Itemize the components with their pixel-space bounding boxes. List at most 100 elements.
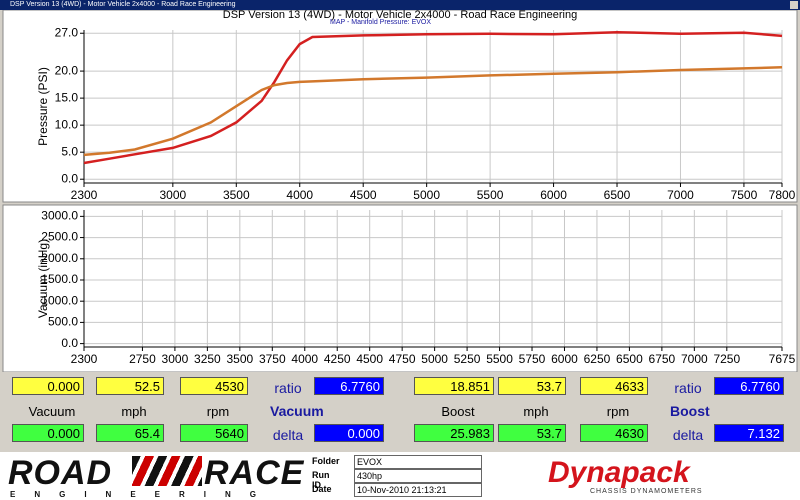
y-tick-label: 2000.0	[41, 251, 78, 265]
field-label: Run ID	[312, 470, 330, 490]
readout-label: rpm	[606, 404, 630, 419]
x-tick-label: 7000	[667, 188, 694, 202]
x-tick-label: 3500	[226, 352, 253, 366]
y-tick-label: 1000.0	[41, 293, 78, 307]
chart-title: DSP Version 13 (4WD) - Motor Vehicle 2x4…	[223, 10, 577, 21]
mode-label: Boost	[670, 403, 710, 419]
y-tick-label: 500.0	[48, 315, 78, 329]
x-tick-label: 5500	[477, 188, 504, 202]
x-tick-label: 3250	[194, 352, 221, 366]
readout-top: 4530	[180, 377, 248, 395]
chart: Vacuum (inHg) 0.0 500.0 1000.0 1500.0 2000.0 2…	[36, 209, 795, 367]
ratio-label: ratio	[674, 380, 702, 396]
y-tick-label: 27.0	[55, 25, 79, 39]
window-title: DSP Version 13 (4WD) - Motor Vehicle 2x4…	[10, 1, 236, 8]
delta-label: delta	[672, 427, 704, 443]
x-tick-label: 6500	[616, 352, 643, 366]
logo-sub: ENGINEERING	[10, 490, 276, 499]
ratio-value: 6.7760	[314, 377, 384, 395]
field-label: Date	[312, 484, 332, 494]
x-tick-label: 6250	[584, 352, 611, 366]
chart-panel	[2, 10, 798, 203]
readout-top: 4633	[580, 377, 648, 395]
x-tick-label: 2300	[71, 352, 98, 366]
field-value: 10-Nov-2010 21:13:21	[354, 483, 482, 497]
x-tick-label: 4500	[350, 188, 377, 202]
readout-label: mph	[523, 404, 549, 419]
readout-bottom: 53.7	[498, 424, 566, 442]
delta-value: 7.132	[714, 424, 784, 442]
readout-label: mph	[121, 404, 147, 419]
x-tick-label: 5000	[413, 188, 440, 202]
y-tick-label: 10.0	[55, 117, 79, 131]
y-axis-label: Vacuum (inHg)	[36, 239, 50, 318]
y-tick-label: 0.0	[61, 171, 78, 185]
field-value: 430hp	[354, 469, 482, 483]
x-tick-label: 4250	[324, 352, 351, 366]
readout-label: Vacuum	[28, 404, 76, 419]
x-tick-label: 7675	[769, 352, 796, 366]
logo-left: ROAD	[8, 454, 113, 492]
delta-value: 0.000	[314, 424, 384, 442]
footer: ROAD RACE ENGINEERING Folder EVOX Run ID 43…	[0, 452, 800, 500]
close-button[interactable]	[790, 1, 798, 9]
logo-slashes	[132, 456, 202, 486]
x-tick-label: 3000	[159, 188, 186, 202]
brand: Dynapack	[548, 456, 690, 489]
readout-top: 0.000	[12, 377, 84, 395]
x-tick-label: 6000	[551, 352, 578, 366]
charts: DSP Version 13 (4WD) - Motor Vehicle 2x4…	[2, 10, 798, 372]
x-tick-label: 6000	[540, 188, 567, 202]
logo-right: RACE	[204, 454, 305, 492]
x-tick-label: 6750	[649, 352, 676, 366]
title-bar: DSP Version 13 (4WD) - Motor Vehicle 2x4…	[0, 0, 800, 10]
readout-bottom: 65.4	[96, 424, 164, 442]
x-tick-label: 3000	[162, 352, 189, 366]
mode-label: Vacuum	[270, 403, 324, 419]
chart: DSP Version 13 (4WD) - Motor Vehicle 2x4…	[36, 10, 795, 202]
readout-bottom: 5640	[180, 424, 248, 442]
y-tick-label: 2500.0	[41, 230, 78, 244]
y-tick-label: 3000.0	[41, 209, 78, 223]
field-value: EVOX	[354, 455, 482, 469]
x-tick-label: 3750	[259, 352, 286, 366]
x-tick-label: 7800	[769, 188, 796, 202]
x-tick-label: 4500	[356, 352, 383, 366]
brand-sub: CHASSIS DYNAMOMETERS	[590, 488, 703, 495]
x-tick-label: 4750	[389, 352, 416, 366]
readout-bottom: 25.983	[414, 424, 494, 442]
field-label: Folder	[312, 456, 340, 466]
chart-subtitle: MAP - Manifold Pressure: EVOX	[330, 19, 431, 26]
y-tick-label: 15.0	[55, 90, 79, 104]
readout-top: 53.7	[498, 377, 566, 395]
y-tick-label: 1500.0	[41, 272, 78, 286]
delta-label: delta	[272, 427, 304, 443]
series-line	[83, 30, 783, 165]
readout-label: Boost	[441, 404, 475, 419]
y-tick-label: 20.0	[55, 63, 79, 77]
readout-bottom: 0.000	[12, 424, 84, 442]
x-tick-label: 4000	[286, 188, 313, 202]
chart-panel	[2, 204, 798, 372]
y-tick-label: 5.0	[61, 144, 78, 158]
readout-panel: 0.000 Vacuum 0.000 52.5 mph 65.4 4530 rpm 5640 ra…	[0, 372, 800, 450]
x-tick-label: 5000	[421, 352, 448, 366]
readout-bottom: 4630	[580, 424, 648, 442]
x-tick-label: 6500	[604, 188, 631, 202]
x-tick-label: 5500	[486, 352, 513, 366]
x-tick-label: 7250	[713, 352, 740, 366]
x-tick-label: 2750	[129, 352, 156, 366]
series-line	[83, 66, 783, 157]
x-tick-label: 5750	[519, 352, 546, 366]
x-tick-label: 2300	[71, 188, 98, 202]
x-tick-label: 5250	[454, 352, 481, 366]
y-tick-label: 0.0	[61, 336, 78, 350]
readout-top: 52.5	[96, 377, 164, 395]
ratio-label: ratio	[274, 380, 302, 396]
x-tick-label: 4000	[291, 352, 318, 366]
x-tick-label: 3500	[223, 188, 250, 202]
ratio-value: 6.7760	[714, 377, 784, 395]
readout-label: rpm	[206, 404, 230, 419]
x-tick-label: 7000	[681, 352, 708, 366]
